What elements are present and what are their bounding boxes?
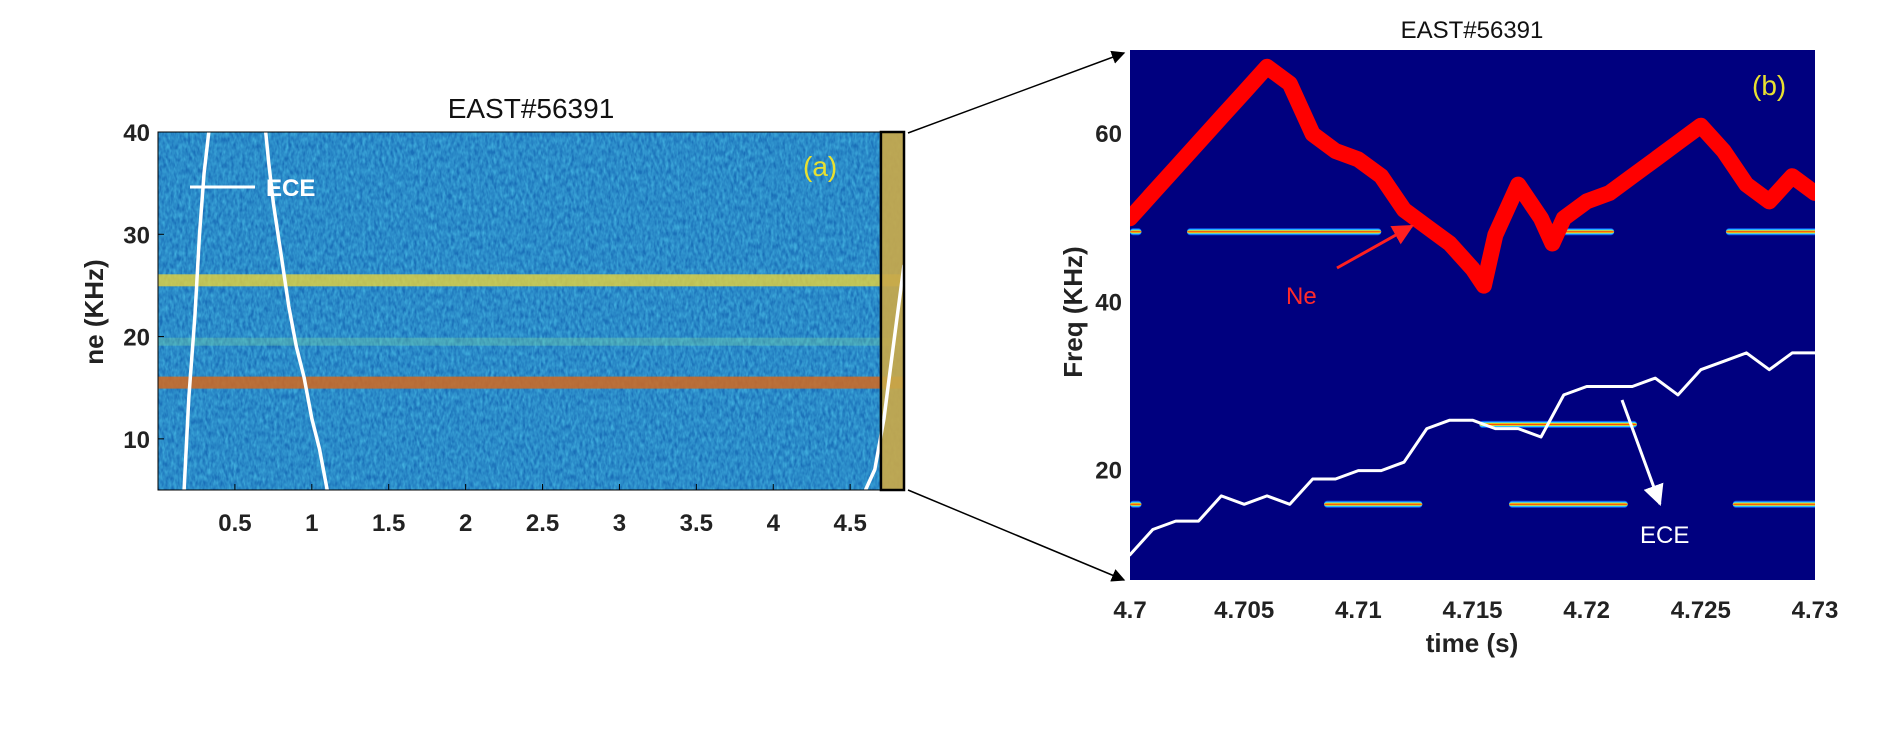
panel-a-label: (a) [803,151,837,182]
panel-b-x-ticks: 4.7 4.705 4.71 4.715 4.72 4.725 4.73 [1113,597,1838,624]
ne-annotation-label: Ne [1286,283,1317,310]
panel-b-y-tick-label: 20 [1095,458,1122,485]
panel-b-band-0-0 [1130,228,1142,236]
panel-a-y-tick-label: 10 [123,427,150,454]
panel-b-x-tick-label: 4.715 [1442,597,1502,624]
panel-b-y-axis-label: Freq (KHz) [1058,246,1088,377]
highlight-window [880,132,904,490]
panel-a-series-0 [182,132,211,490]
panel-a: EAST#56391 0.5 1 1.5 2 2.5 3 3.5 4 4.5 10203040 … [79,93,906,537]
panel-b-band-0-3 [1725,228,1815,236]
panel-b-band-2-0 [1479,420,1637,428]
panel-a-x-tick-label: 4.5 [833,510,866,537]
panel-b-y-ticks: 20 40 60 [1095,121,1122,485]
panel-a-lines [182,132,904,490]
panel-b-x-tick-label: 4.7 [1113,597,1146,624]
panel-b-label: (b) [1752,70,1786,101]
panel-b-x-tick-label: 4.705 [1214,597,1274,624]
panel-a-y-tick-label: 40 [123,120,150,147]
panel-b-x-axis-label: time (s) [1426,628,1518,658]
ne-annotation-arrow [1336,224,1414,270]
panel-a-y-tick-label: 30 [123,222,150,249]
panel-b-plot-area [1130,50,1815,580]
panel-b-x-tick-label: 4.72 [1563,597,1610,624]
highlight-window-frame [879,130,906,492]
panel-a-band-2 [158,337,904,346]
panel-a-y-axis-label: ne (KHz) [79,259,109,364]
panel-a-series-2 [863,264,904,490]
panel-b-band-1-0 [1130,500,1142,508]
panel-b-band-1-3 [1732,500,1815,508]
ece-legend-label: ECE [266,175,315,202]
panel-a-heatmap-noise [158,132,904,490]
panel-b-y-tick-label: 40 [1095,289,1122,316]
panel-a-y-tick-label: 20 [123,325,150,352]
ece-annotation-arrow [1620,399,1664,506]
panel-a-x-tick-label: 0.5 [218,510,251,537]
panel-b-lines [1130,58,1815,557]
panel-a-x-ticks: 0.5 1 1.5 2 2.5 3 3.5 4 4.5 [218,484,867,537]
panel-a-y-ticks: 10 20 30 40 [123,120,164,454]
panel-b-y-tick-label: 60 [1095,121,1122,148]
panel-a-band-1 [158,376,904,389]
panel-a-bands [158,274,904,389]
panel-a-x-tick-label: 4 [767,510,781,537]
panel-a-x-tick-label: 2.5 [526,510,559,537]
panel-a-x-tick-label: 3.5 [680,510,713,537]
panel-a-plot-area [158,132,904,490]
ece-annotation-label: ECE [1640,522,1689,549]
panel-b-band-1-2 [1509,500,1628,508]
panel-a-x-tick-label: 1.5 [372,510,405,537]
panel-b-x-tick-label: 4.71 [1335,597,1382,624]
panel-b-x-tick-label: 4.725 [1671,597,1731,624]
ne-series [1130,58,1815,294]
panel-b-band-1-1 [1324,500,1423,508]
panel-a-x-tick-label: 1 [305,510,318,537]
panel-b-heatmap-base [1130,50,1815,580]
zoom-connector-bottom [907,489,1126,582]
ece-series [1130,351,1815,557]
panel-b: EAST#56391 4.7 4.705 4.71 4.715 4.72 4.725 4.7… [1058,17,1838,658]
panel-b-band-0-1 [1187,228,1382,236]
panel-b-title: EAST#56391 [1401,17,1544,44]
panel-b-bands [1130,228,1815,508]
panel-a-x-tick-label: 2 [459,510,472,537]
panel-a-x-tick-label: 3 [613,510,626,537]
panel-a-series-1 [263,132,329,490]
panel-a-title: EAST#56391 [448,93,615,124]
panel-a-band-0 [158,274,904,287]
panel-b-x-tick-label: 4.73 [1792,597,1839,624]
zoom-connector-top [907,50,1126,134]
